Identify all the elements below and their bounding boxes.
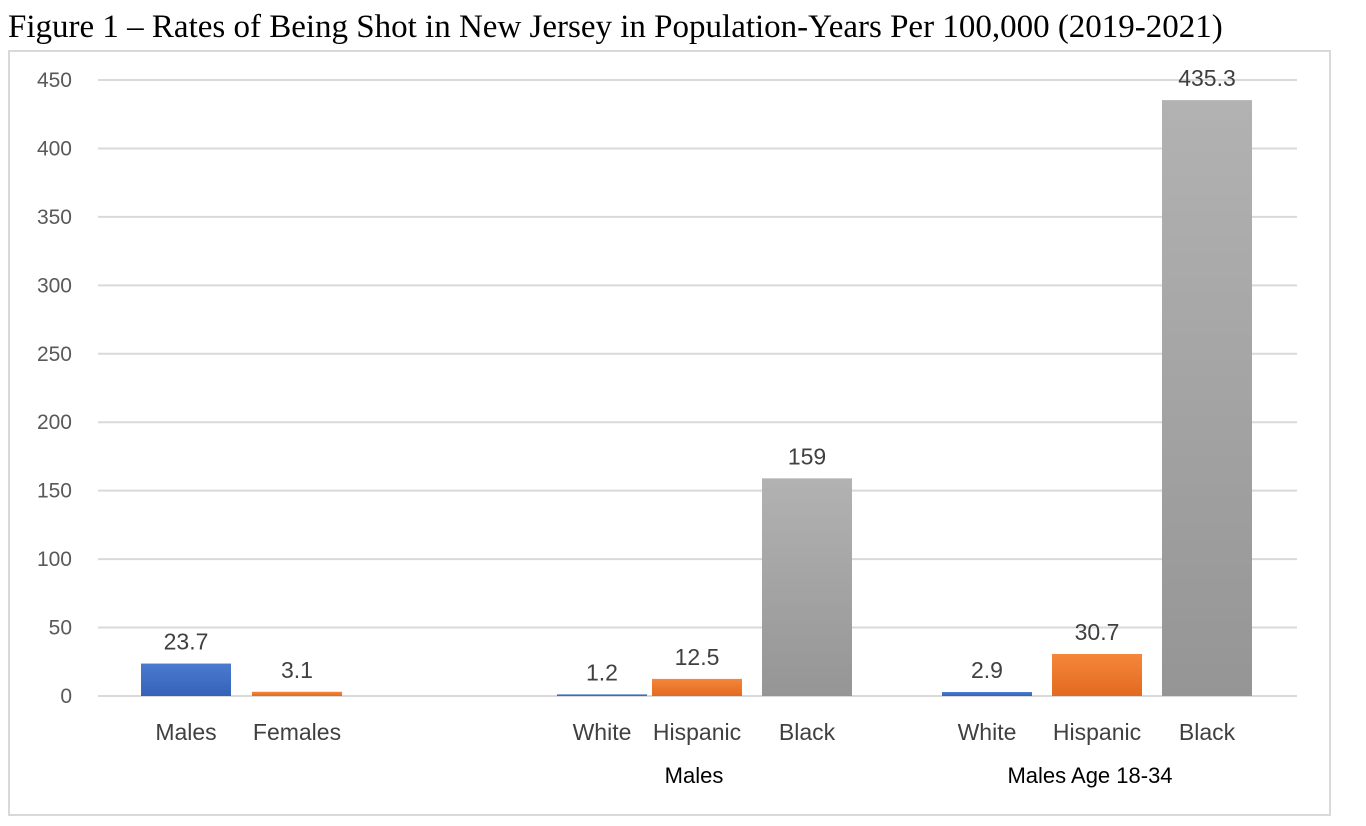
- data-label: 3.1: [281, 657, 313, 683]
- figure-title: Figure 1 – Rates of Being Shot in New Je…: [8, 9, 1223, 45]
- bar-females: [252, 691, 342, 696]
- data-labels: 23.7 3.1 1.2 12.5 159 2.9 30.7 435.3: [164, 65, 1236, 685]
- y-tick-label: 0: [60, 685, 72, 708]
- data-label: 30.7: [1075, 619, 1120, 645]
- category-label: Males: [155, 719, 216, 745]
- bars: [141, 100, 1252, 696]
- y-axis-ticks: 0 50 100 150 200 250 300 350 400 450: [37, 69, 72, 708]
- data-label: 435.3: [1178, 65, 1236, 91]
- category-labels: Males Females White Hispanic Black White Hispa…: [155, 719, 1235, 745]
- bar-males-age-18-34-hispanic: [1052, 653, 1142, 696]
- category-label: Black: [1179, 719, 1236, 745]
- y-tick-label: 200: [37, 411, 72, 434]
- bar-males-age-18-34-black: [1162, 100, 1252, 696]
- y-tick-label: 300: [37, 274, 72, 297]
- group-labels: Males Males Age 18-34: [665, 763, 1173, 788]
- data-label: 159: [788, 443, 826, 469]
- y-tick-label: 250: [37, 343, 72, 366]
- y-tick-label: 150: [37, 480, 72, 503]
- data-label: 12.5: [675, 644, 720, 670]
- y-tick-label: 50: [49, 617, 72, 640]
- data-label: 1.2: [586, 659, 618, 685]
- category-label: White: [958, 719, 1017, 745]
- category-label: White: [573, 719, 632, 745]
- group-label: Males Age 18-34: [1007, 763, 1172, 788]
- group-label: Males: [665, 763, 724, 788]
- gridlines: [98, 79, 1297, 697]
- bar-males-white: [557, 694, 647, 696]
- bar-males-age-18-34-white: [942, 692, 1032, 696]
- category-label: Hispanic: [653, 719, 741, 745]
- data-label: 2.9: [971, 657, 1003, 683]
- bar-males-hispanic: [652, 678, 742, 696]
- y-tick-label: 450: [37, 69, 72, 92]
- y-tick-label: 350: [37, 206, 72, 229]
- bar-males-black: [762, 478, 852, 696]
- y-tick-label: 100: [37, 548, 72, 571]
- category-label: Females: [253, 719, 341, 745]
- bar-males: [141, 663, 231, 696]
- category-label: Hispanic: [1053, 719, 1141, 745]
- category-label: Black: [779, 719, 836, 745]
- data-label: 23.7: [164, 629, 209, 655]
- y-tick-label: 400: [37, 137, 72, 160]
